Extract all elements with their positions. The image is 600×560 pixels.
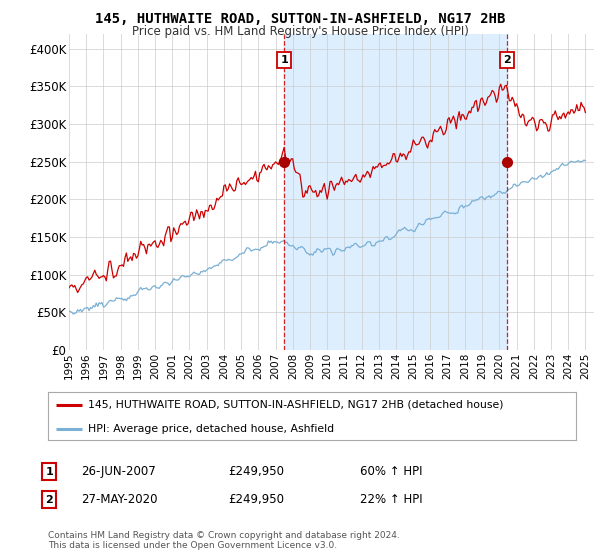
Bar [284,34,506,350]
Text: 1: 1 [46,466,53,477]
Text: 1: 1 [280,55,288,65]
Text: 27-MAY-2020: 27-MAY-2020 [81,493,157,506]
Text: £249,950: £249,950 [228,465,284,478]
Text: 22% ↑ HPI: 22% ↑ HPI [360,493,422,506]
Text: HPI: Average price, detached house, Ashfield: HPI: Average price, detached house, Ashf… [88,424,334,434]
Text: 145, HUTHWAITE ROAD, SUTTON-IN-ASHFIELD, NG17 2HB: 145, HUTHWAITE ROAD, SUTTON-IN-ASHFIELD,… [95,12,505,26]
Text: Price paid vs. HM Land Registry's House Price Index (HPI): Price paid vs. HM Land Registry's House … [131,25,469,38]
Text: 2: 2 [46,494,53,505]
Text: 145, HUTHWAITE ROAD, SUTTON-IN-ASHFIELD, NG17 2HB (detached house): 145, HUTHWAITE ROAD, SUTTON-IN-ASHFIELD,… [88,400,503,410]
Text: 60% ↑ HPI: 60% ↑ HPI [360,465,422,478]
Text: £249,950: £249,950 [228,493,284,506]
Text: 2: 2 [503,55,511,65]
Text: 26-JUN-2007: 26-JUN-2007 [81,465,156,478]
Text: Contains HM Land Registry data © Crown copyright and database right 2024.
This d: Contains HM Land Registry data © Crown c… [48,531,400,550]
